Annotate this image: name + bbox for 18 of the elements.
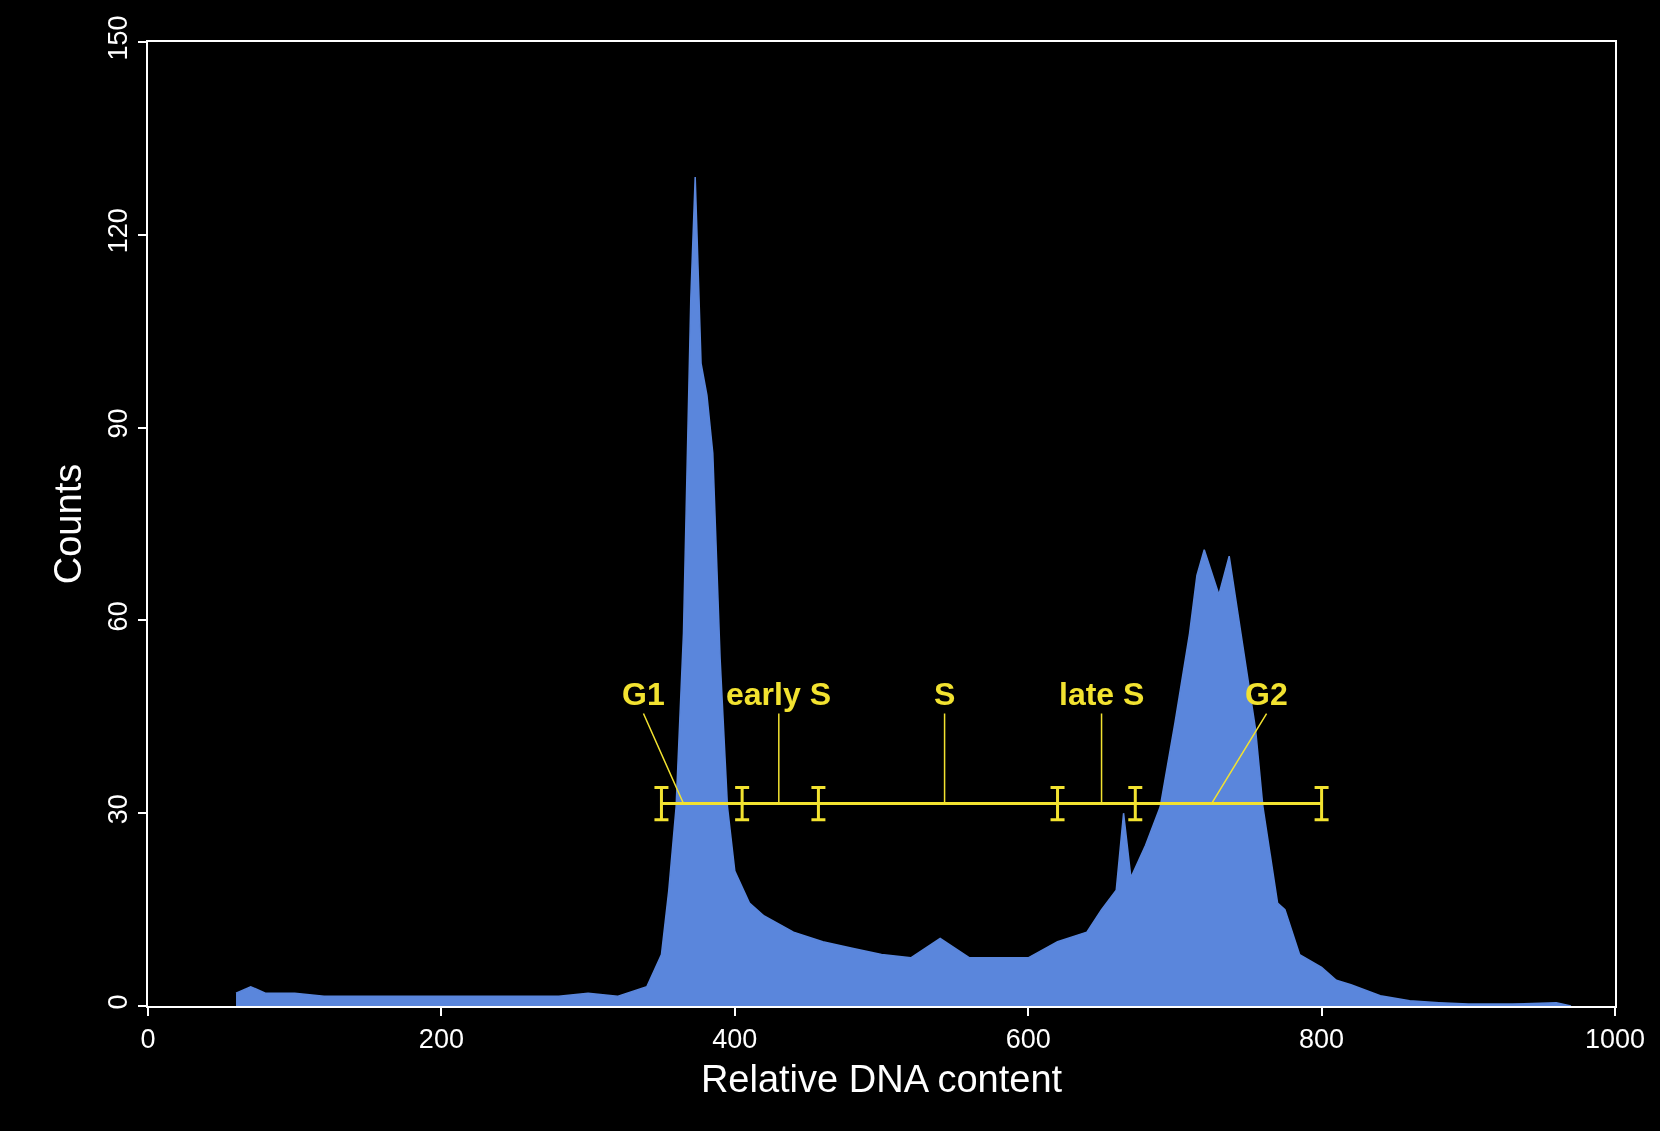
y-tick-label: 90 (103, 408, 134, 439)
y-axis-title: Counts (46, 463, 89, 585)
x-axis-title: Relative DNA content (700, 1058, 1063, 1100)
x-tick-label: 200 (418, 1024, 464, 1055)
x-tick-label: 800 (1299, 1024, 1345, 1055)
x-tick-label: 0 (140, 1024, 156, 1055)
annotation: S (934, 676, 956, 712)
y-tick-label: 0 (103, 994, 134, 1010)
annotation: early S (726, 676, 831, 712)
annotation: G1 (622, 676, 665, 712)
annotation: late S (1059, 676, 1145, 712)
y-tick-label: 30 (103, 794, 134, 825)
x-tick-label: 400 (712, 1024, 758, 1055)
y-tick-label: 60 (103, 601, 134, 632)
y-tick-label: 120 (103, 208, 134, 254)
x-tick-label: 600 (1005, 1024, 1051, 1055)
x-tick-label: 1000 (1584, 1024, 1646, 1055)
y-tick-label: 150 (103, 15, 134, 61)
